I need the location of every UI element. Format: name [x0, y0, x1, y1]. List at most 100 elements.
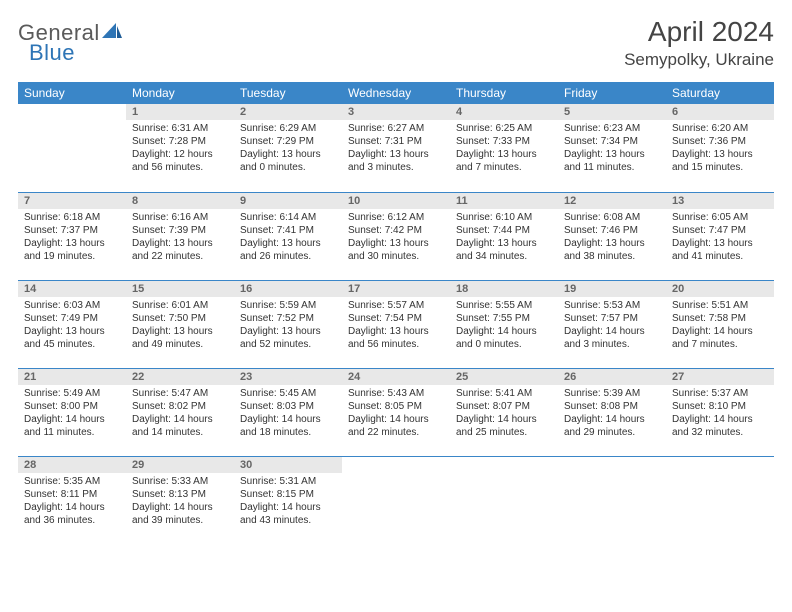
daylight-text-1: Daylight: 14 hours [24, 501, 120, 514]
daylight-text-2: and 22 minutes. [348, 426, 444, 439]
calendar-cell [450, 456, 558, 544]
daylight-text-1: Daylight: 13 hours [564, 148, 660, 161]
sunset-text: Sunset: 7:44 PM [456, 224, 552, 237]
daylight-text-1: Daylight: 13 hours [564, 237, 660, 250]
daylight-text-2: and 32 minutes. [672, 426, 768, 439]
weekday-header-row: SundayMondayTuesdayWednesdayThursdayFrid… [18, 82, 774, 104]
calendar-week-row: 1Sunrise: 6:31 AMSunset: 7:28 PMDaylight… [18, 104, 774, 192]
sunrise-text: Sunrise: 5:37 AM [672, 387, 768, 400]
sunset-text: Sunset: 7:41 PM [240, 224, 336, 237]
sunset-text: Sunset: 7:58 PM [672, 312, 768, 325]
calendar-cell: 12Sunrise: 6:08 AMSunset: 7:46 PMDayligh… [558, 192, 666, 280]
daylight-text-2: and 25 minutes. [456, 426, 552, 439]
day-number: 1 [126, 104, 234, 120]
daylight-text-2: and 43 minutes. [240, 514, 336, 527]
daylight-text-1: Daylight: 13 hours [132, 325, 228, 338]
daylight-text-1: Daylight: 14 hours [348, 413, 444, 426]
daylight-text-1: Daylight: 14 hours [132, 501, 228, 514]
day-body: Sunrise: 5:55 AMSunset: 7:55 PMDaylight:… [450, 297, 558, 355]
calendar-cell: 30Sunrise: 5:31 AMSunset: 8:15 PMDayligh… [234, 456, 342, 544]
sunset-text: Sunset: 8:13 PM [132, 488, 228, 501]
day-number: 10 [342, 193, 450, 209]
calendar-cell: 1Sunrise: 6:31 AMSunset: 7:28 PMDaylight… [126, 104, 234, 192]
sunset-text: Sunset: 7:28 PM [132, 135, 228, 148]
calendar-cell: 17Sunrise: 5:57 AMSunset: 7:54 PMDayligh… [342, 280, 450, 368]
daylight-text-2: and 56 minutes. [132, 161, 228, 174]
sunrise-text: Sunrise: 6:29 AM [240, 122, 336, 135]
daylight-text-1: Daylight: 13 hours [672, 148, 768, 161]
sunset-text: Sunset: 7:42 PM [348, 224, 444, 237]
daylight-text-2: and 30 minutes. [348, 250, 444, 263]
daylight-text-1: Daylight: 13 hours [240, 325, 336, 338]
daylight-text-1: Daylight: 13 hours [132, 237, 228, 250]
sunrise-text: Sunrise: 6:10 AM [456, 211, 552, 224]
day-body: Sunrise: 5:35 AMSunset: 8:11 PMDaylight:… [18, 473, 126, 531]
day-number: 2 [234, 104, 342, 120]
sunrise-text: Sunrise: 5:41 AM [456, 387, 552, 400]
daylight-text-1: Daylight: 14 hours [456, 413, 552, 426]
sunrise-text: Sunrise: 6:18 AM [24, 211, 120, 224]
sunset-text: Sunset: 7:37 PM [24, 224, 120, 237]
day-number: 20 [666, 281, 774, 297]
calendar-cell: 15Sunrise: 6:01 AMSunset: 7:50 PMDayligh… [126, 280, 234, 368]
sunset-text: Sunset: 8:10 PM [672, 400, 768, 413]
sunrise-text: Sunrise: 6:05 AM [672, 211, 768, 224]
day-body: Sunrise: 6:25 AMSunset: 7:33 PMDaylight:… [450, 120, 558, 178]
sunrise-text: Sunrise: 6:12 AM [348, 211, 444, 224]
calendar-week-row: 14Sunrise: 6:03 AMSunset: 7:49 PMDayligh… [18, 280, 774, 368]
day-body: Sunrise: 6:08 AMSunset: 7:46 PMDaylight:… [558, 209, 666, 267]
day-body: Sunrise: 6:29 AMSunset: 7:29 PMDaylight:… [234, 120, 342, 178]
calendar-cell: 14Sunrise: 6:03 AMSunset: 7:49 PMDayligh… [18, 280, 126, 368]
daylight-text-2: and 0 minutes. [240, 161, 336, 174]
location: Semypolky, Ukraine [624, 50, 774, 70]
day-body: Sunrise: 6:23 AMSunset: 7:34 PMDaylight:… [558, 120, 666, 178]
day-number: 21 [18, 369, 126, 385]
daylight-text-2: and 38 minutes. [564, 250, 660, 263]
daylight-text-1: Daylight: 13 hours [348, 325, 444, 338]
sunrise-text: Sunrise: 6:23 AM [564, 122, 660, 135]
calendar-cell: 27Sunrise: 5:37 AMSunset: 8:10 PMDayligh… [666, 368, 774, 456]
day-number: 22 [126, 369, 234, 385]
daylight-text-1: Daylight: 13 hours [348, 237, 444, 250]
day-number: 16 [234, 281, 342, 297]
calendar-cell [558, 456, 666, 544]
day-body: Sunrise: 6:18 AMSunset: 7:37 PMDaylight:… [18, 209, 126, 267]
sunrise-text: Sunrise: 6:20 AM [672, 122, 768, 135]
day-number: 5 [558, 104, 666, 120]
daylight-text-1: Daylight: 14 hours [672, 325, 768, 338]
daylight-text-2: and 29 minutes. [564, 426, 660, 439]
calendar-cell [342, 456, 450, 544]
daylight-text-2: and 0 minutes. [456, 338, 552, 351]
calendar-cell: 19Sunrise: 5:53 AMSunset: 7:57 PMDayligh… [558, 280, 666, 368]
daylight-text-2: and 7 minutes. [456, 161, 552, 174]
daylight-text-2: and 19 minutes. [24, 250, 120, 263]
daylight-text-1: Daylight: 14 hours [240, 501, 336, 514]
daylight-text-2: and 34 minutes. [456, 250, 552, 263]
calendar-cell: 24Sunrise: 5:43 AMSunset: 8:05 PMDayligh… [342, 368, 450, 456]
sunset-text: Sunset: 7:55 PM [456, 312, 552, 325]
sunrise-text: Sunrise: 5:55 AM [456, 299, 552, 312]
calendar-cell: 4Sunrise: 6:25 AMSunset: 7:33 PMDaylight… [450, 104, 558, 192]
day-body: Sunrise: 5:41 AMSunset: 8:07 PMDaylight:… [450, 385, 558, 443]
day-body: Sunrise: 5:53 AMSunset: 7:57 PMDaylight:… [558, 297, 666, 355]
calendar-cell: 18Sunrise: 5:55 AMSunset: 7:55 PMDayligh… [450, 280, 558, 368]
weekday-header: Sunday [18, 82, 126, 104]
daylight-text-1: Daylight: 13 hours [24, 237, 120, 250]
sunset-text: Sunset: 7:50 PM [132, 312, 228, 325]
sunrise-text: Sunrise: 5:43 AM [348, 387, 444, 400]
day-body: Sunrise: 6:12 AMSunset: 7:42 PMDaylight:… [342, 209, 450, 267]
daylight-text-2: and 41 minutes. [672, 250, 768, 263]
daylight-text-2: and 11 minutes. [24, 426, 120, 439]
calendar-cell: 7Sunrise: 6:18 AMSunset: 7:37 PMDaylight… [18, 192, 126, 280]
weekday-header: Tuesday [234, 82, 342, 104]
day-body: Sunrise: 6:10 AMSunset: 7:44 PMDaylight:… [450, 209, 558, 267]
daylight-text-1: Daylight: 12 hours [132, 148, 228, 161]
day-number: 3 [342, 104, 450, 120]
sunset-text: Sunset: 7:39 PM [132, 224, 228, 237]
daylight-text-2: and 36 minutes. [24, 514, 120, 527]
day-number: 29 [126, 457, 234, 473]
day-number: 9 [234, 193, 342, 209]
day-body: Sunrise: 6:31 AMSunset: 7:28 PMDaylight:… [126, 120, 234, 178]
sunset-text: Sunset: 8:02 PM [132, 400, 228, 413]
day-number: 30 [234, 457, 342, 473]
